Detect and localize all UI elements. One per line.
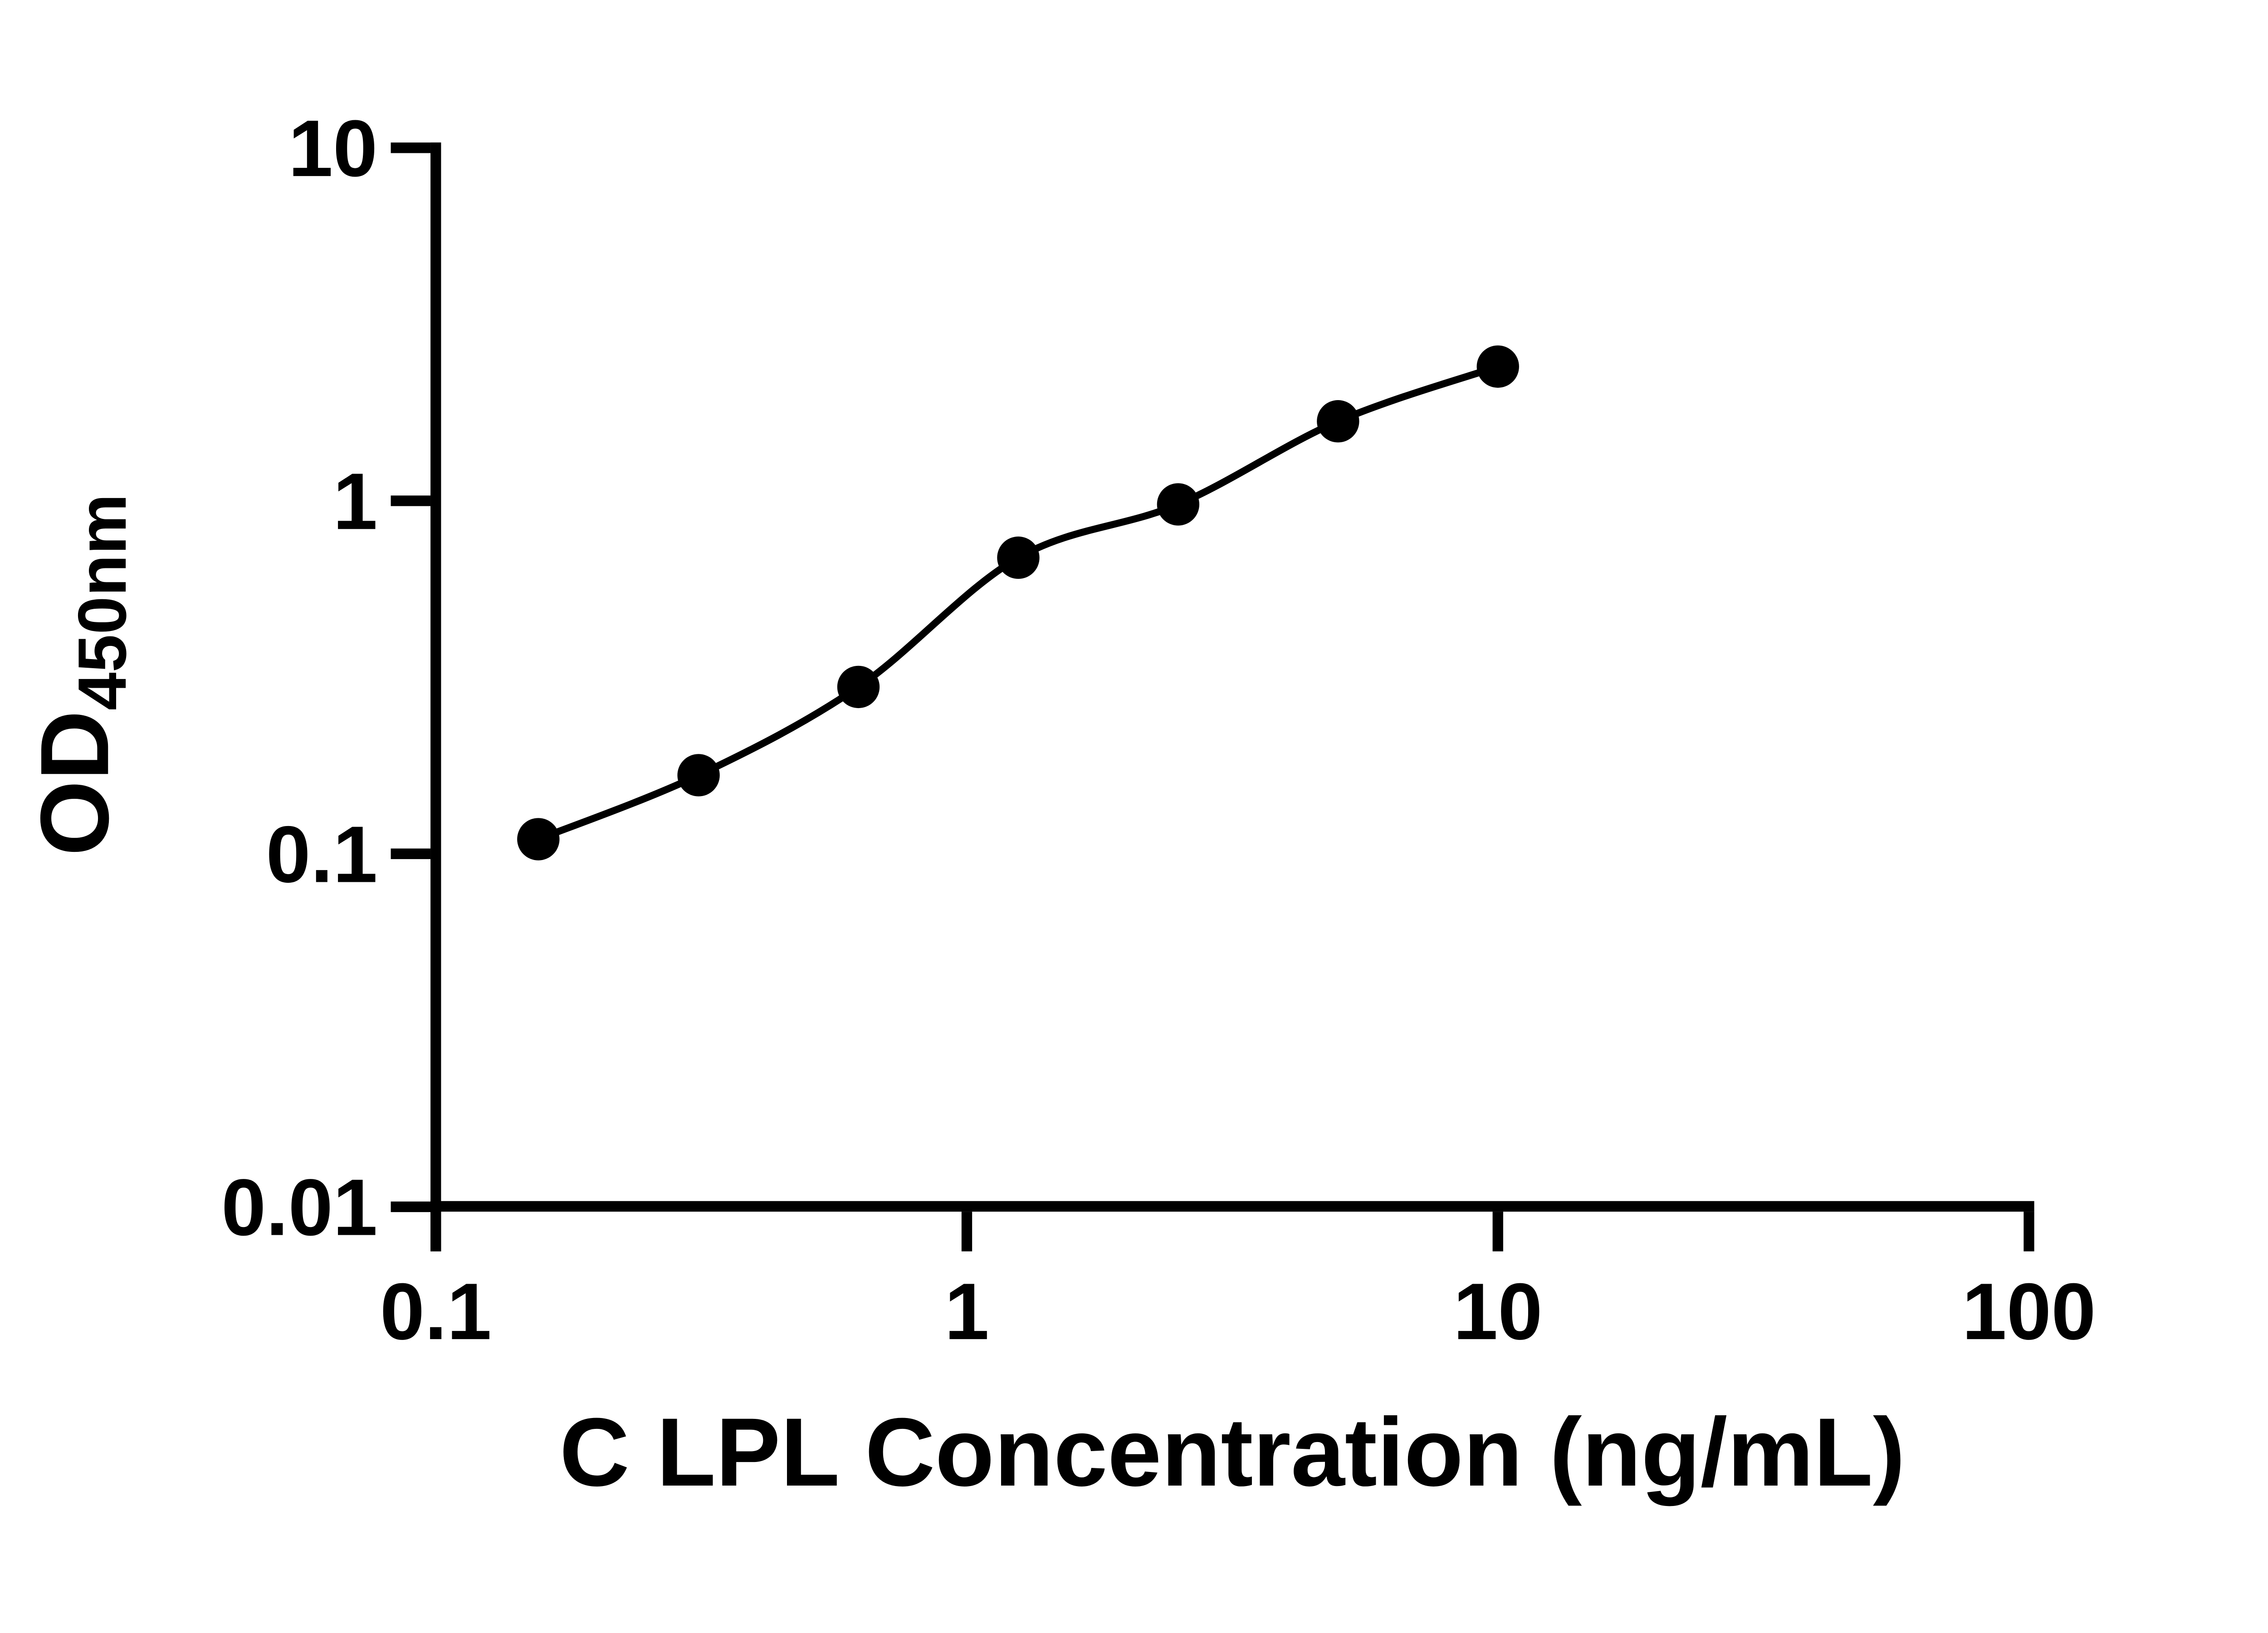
elisa-standard-curve-figure: 0.01 0.1 1 10 0.1 1 10 100 C LPL Concentration…: [20, 103, 2096, 1506]
y-axis-title: OD450nm: [20, 494, 140, 856]
y-tick-mark: [391, 142, 431, 153]
x-axis-line: [430, 1201, 2034, 1212]
x-tick-label: 0.1: [380, 1266, 492, 1356]
x-tick-mark: [430, 1212, 441, 1252]
y-tick-label: 0.01: [221, 1163, 377, 1252]
y-tick-mark: [391, 1201, 431, 1213]
data-point: [1317, 400, 1359, 443]
y-axis-tick-labels: 0.01 0.1 1 10: [221, 103, 377, 1252]
y-tick-mark: [391, 495, 431, 506]
x-tick-mark: [2024, 1212, 2034, 1252]
x-tick-mark: [1492, 1212, 1503, 1252]
y-axis-ticks: [391, 142, 431, 1213]
y-axis-title-base: OD: [20, 710, 129, 856]
y-tick-label: 10: [288, 103, 378, 193]
data-point: [837, 665, 880, 709]
x-tick-mark: [961, 1212, 973, 1252]
x-tick-label: 1: [944, 1266, 989, 1356]
data-point: [677, 754, 720, 797]
data-point-layer: [517, 345, 1519, 861]
x-tick-label: 100: [1962, 1266, 2096, 1356]
x-tick-label: 10: [1453, 1266, 1543, 1356]
y-tick-mark: [391, 848, 431, 859]
x-axis-tick-labels: 0.1 1 10 100: [380, 1266, 2096, 1356]
data-point: [997, 536, 1040, 579]
x-axis-title: C LPL Concentration (ng/mL): [559, 1398, 1905, 1506]
y-axis-line: [430, 142, 441, 1252]
x-axis-ticks: [430, 1212, 2034, 1252]
data-point: [1157, 483, 1200, 526]
data-point: [517, 818, 560, 861]
y-tick-label: 1: [333, 456, 377, 546]
y-tick-label: 0.1: [266, 809, 377, 899]
axes: [430, 142, 2034, 1252]
data-point: [1476, 345, 1519, 388]
y-axis-title-subscript: 450nm: [64, 494, 140, 711]
